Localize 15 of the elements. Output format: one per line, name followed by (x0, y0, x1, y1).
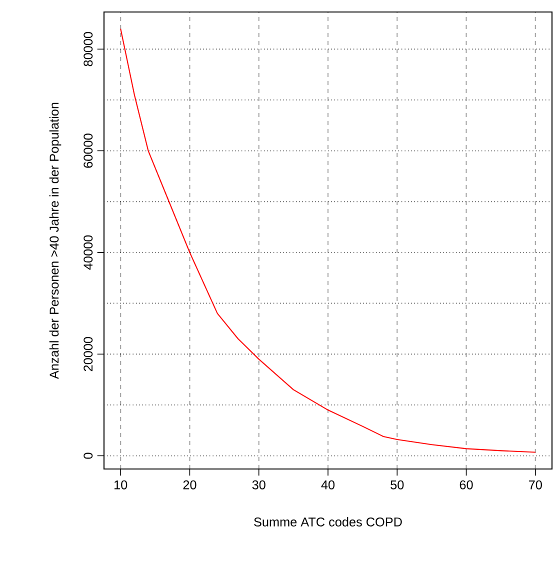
x-tick-label: 30 (252, 480, 266, 490)
y-tick-label: 0 (84, 452, 93, 459)
y-tick-label: 60000 (84, 134, 93, 168)
x-tick-label: 50 (390, 480, 404, 490)
y-tick-label: 80000 (84, 32, 93, 66)
y-axis-title: Anzahl der Personen >40 Jahre in der Population (49, 102, 62, 380)
x-tick-label: 10 (114, 480, 128, 490)
x-tick-label: 60 (460, 480, 473, 490)
x-tick-label: 20 (183, 480, 196, 490)
x-tick-label: 40 (321, 480, 335, 490)
x-tick-label: 70 (529, 480, 542, 490)
line-series (120, 28, 536, 453)
x-axis-title: Summe ATC codes COPD (254, 517, 402, 526)
y-tick-label: 20000 (84, 337, 93, 372)
y-tick-label: 40000 (84, 235, 93, 270)
